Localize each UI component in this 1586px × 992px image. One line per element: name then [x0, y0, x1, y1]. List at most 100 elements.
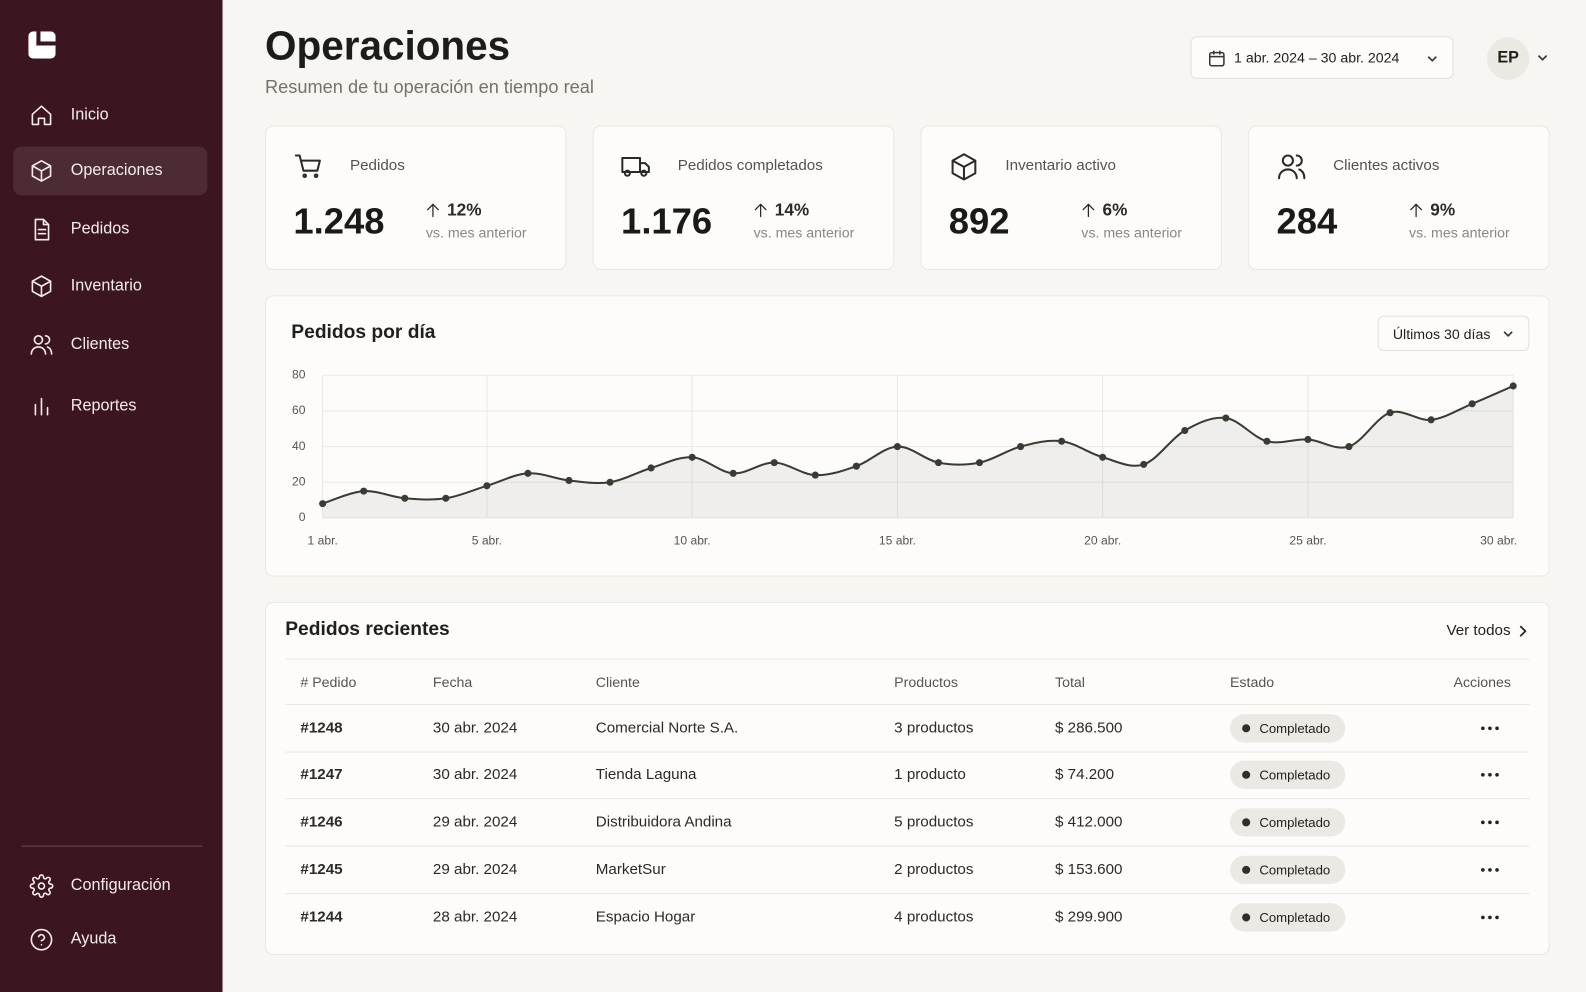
nav-label: Ayuda [70, 930, 117, 948]
nav-icon [30, 928, 53, 951]
nav-item[interactable]: Configuración [13, 862, 207, 911]
nav-label: Inicio [70, 106, 109, 124]
status-badge: Completado [1229, 808, 1346, 837]
row-actions[interactable] [1480, 867, 1500, 873]
kpi-icon [294, 154, 321, 179]
nav-item[interactable]: Pedidos [13, 205, 207, 254]
cell: Tienda Laguna [595, 765, 697, 783]
date-range: 1 abr. 2024 – 30 abr. 2024 [1234, 49, 1400, 66]
order-id: #1247 [300, 765, 343, 783]
range-selector[interactable]: Últimos 30 días [1377, 315, 1530, 351]
nav-item[interactable]: Ayuda [13, 915, 207, 964]
kpi-card [265, 125, 567, 271]
trend-arrow [427, 203, 439, 218]
nav-item[interactable]: Operaciones [13, 146, 208, 196]
kpi-value: 892 [948, 200, 1010, 242]
x-tick-label: 30 abr. [1480, 533, 1517, 547]
kpi-change: 12% [447, 200, 482, 220]
status-badge: Completado [1229, 903, 1346, 932]
view-all-link[interactable]: Ver todos [1446, 622, 1511, 640]
cell: $ 153.600 [1054, 860, 1123, 878]
kpi-label: Clientes activos [1333, 156, 1440, 174]
nav-icon [31, 105, 52, 126]
kpi-value: 1.248 [293, 200, 385, 242]
point [688, 453, 696, 461]
status-label: Completado [1259, 909, 1331, 926]
orders-title: Pedidos recientes [285, 619, 450, 641]
nav-item[interactable]: Reportes [13, 382, 207, 431]
date-range-picker[interactable]: 1 abr. 2024 – 30 abr. 2024 [1190, 36, 1454, 79]
row-actions[interactable] [1480, 725, 1500, 731]
row-actions[interactable] [1480, 772, 1500, 778]
point [934, 459, 943, 467]
kpi-note: vs. mes anterior [1081, 224, 1183, 241]
point [1427, 416, 1435, 424]
row-actions[interactable] [1480, 819, 1500, 825]
kpi-icon [1278, 154, 1306, 180]
nav-item[interactable]: Inicio [13, 91, 207, 140]
nav-label: Pedidos [70, 220, 130, 238]
status-badge: Completado [1229, 760, 1346, 789]
order-id: #1244 [300, 908, 343, 926]
chart: 0 20 40 60 80 1 abr. 5 abr. 10 abr. 15 abr. 20 ab… [292, 367, 1517, 547]
nav-icon [30, 335, 53, 355]
status-dot [1242, 770, 1251, 779]
cell: 30 abr. 2024 [432, 765, 518, 783]
cell: 29 abr. 2024 [432, 813, 518, 831]
nav-label: Configuración [70, 876, 171, 895]
cell: $ 74.200 [1054, 765, 1115, 783]
row-divider [285, 798, 1530, 800]
nav-item[interactable]: Inventario [13, 262, 207, 311]
nav-icon [31, 160, 52, 182]
cell: $ 299.900 [1054, 908, 1123, 926]
column-header: Total [1054, 673, 1085, 690]
point [975, 459, 984, 467]
nav-icon [29, 874, 54, 898]
logo [28, 31, 56, 59]
point [647, 464, 655, 472]
kpi-card [1248, 125, 1550, 271]
kpi-icon [951, 153, 977, 181]
chart-title: Pedidos por día [291, 321, 436, 343]
point [483, 482, 491, 490]
kpi-card [592, 125, 895, 271]
cell: 3 productos [894, 719, 974, 737]
order-id: #1245 [300, 860, 343, 878]
chevron [1537, 55, 1548, 61]
point [524, 469, 532, 477]
point [770, 459, 778, 467]
column-header: Estado [1229, 673, 1275, 690]
kpi-value: 1.176 [621, 200, 713, 242]
status-dot [1242, 724, 1251, 733]
column-header: Cliente [595, 673, 640, 690]
cell: 29 abr. 2024 [432, 860, 518, 878]
cell: 4 productos [894, 908, 974, 926]
kpi-icon [621, 157, 650, 177]
nav-label: Inventario [70, 277, 142, 295]
avatar[interactable]: EP [1486, 37, 1530, 80]
trend-arrow [1082, 203, 1095, 218]
nav-item[interactable]: Clientes [13, 321, 207, 370]
cell: Distribuidora Andina [595, 813, 732, 831]
point [1345, 443, 1353, 451]
x-tick-label: 25 abr. [1289, 533, 1326, 547]
cell: MarketSur [595, 860, 666, 878]
point [1263, 437, 1271, 445]
status-dot [1242, 818, 1251, 827]
chevron [1503, 331, 1513, 337]
chart-card [265, 295, 1550, 577]
status-label: Completado [1259, 814, 1331, 830]
kpi-note: vs. mes anterior [1409, 224, 1510, 241]
point [1222, 414, 1230, 422]
point [1181, 426, 1189, 435]
point [1140, 460, 1148, 468]
column-header: Productos [894, 673, 958, 690]
point [1058, 437, 1066, 445]
cell: $ 286.500 [1054, 719, 1123, 737]
row-actions[interactable] [1480, 914, 1500, 920]
kpi-label: Pedidos completados [677, 156, 823, 174]
order-id: #1246 [300, 813, 343, 831]
chevron [1427, 56, 1437, 62]
nav-label: Clientes [70, 335, 130, 354]
